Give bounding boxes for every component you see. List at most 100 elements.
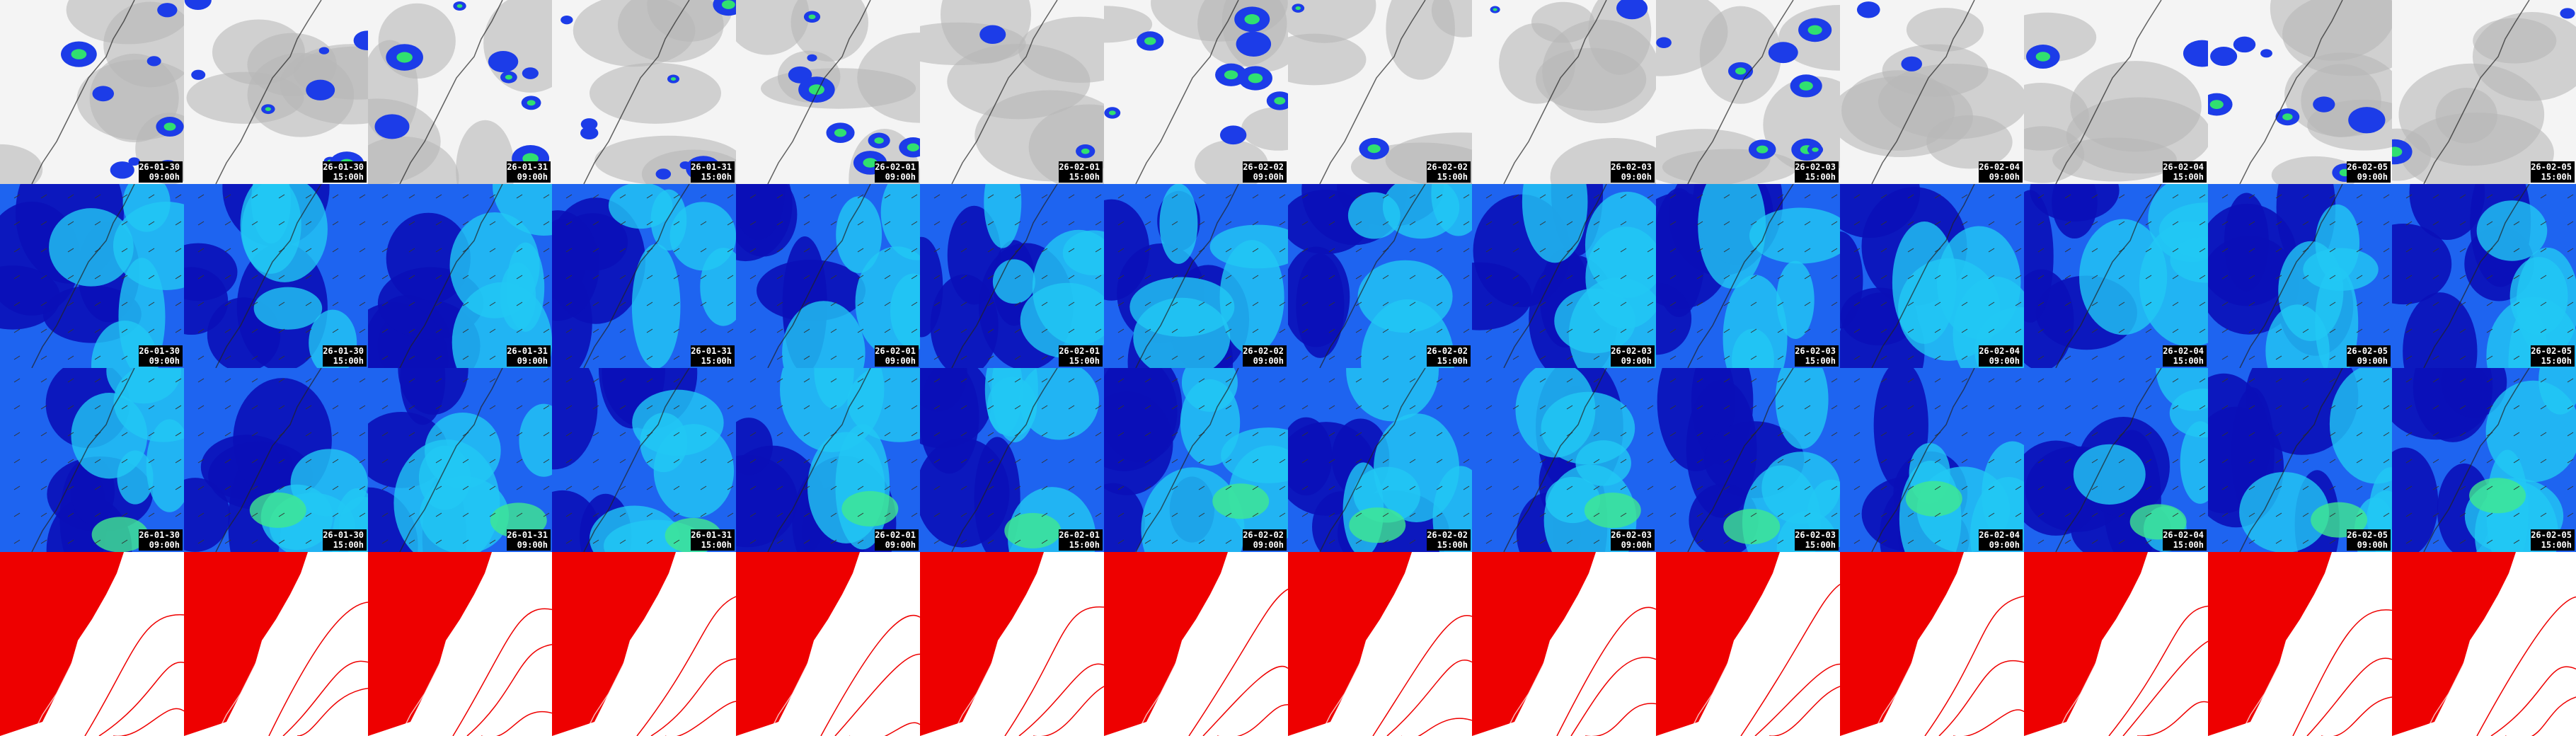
wind-barb xyxy=(94,378,101,383)
frame-time: 15:00h xyxy=(333,356,364,366)
wind-barb xyxy=(1041,275,1048,280)
frame-time: 09:00h xyxy=(149,172,180,182)
wind-barb xyxy=(1436,485,1443,490)
wind-barb xyxy=(305,459,312,464)
wind-barb xyxy=(121,194,128,199)
wind-barb xyxy=(1539,221,1546,226)
wind-barb xyxy=(830,539,837,544)
frame-date: 26-02-04 xyxy=(2163,162,2204,172)
wind-barb xyxy=(2329,355,2336,360)
wind-barb xyxy=(1647,432,1654,437)
wind-barb xyxy=(278,405,285,410)
wind-barb xyxy=(749,459,757,464)
wind-barb xyxy=(305,378,312,383)
wind-barb xyxy=(2356,405,2363,410)
wind-barb xyxy=(749,328,757,333)
wind-barb xyxy=(987,248,994,253)
wind-barb xyxy=(305,275,312,280)
wind-barb xyxy=(2275,275,2282,280)
field-low xyxy=(947,205,1001,305)
frame-date: 26-02-03 xyxy=(1795,162,1836,172)
wind-barb xyxy=(1723,248,1730,253)
wind-barb xyxy=(987,328,994,333)
frame-date: 26-02-05 xyxy=(2531,162,2572,172)
wind-barb xyxy=(2118,405,2125,410)
wind-barb xyxy=(148,221,155,226)
coastline xyxy=(767,368,871,552)
wind-barb xyxy=(1409,405,1416,410)
wind-barb xyxy=(1171,378,1178,383)
wind-barb xyxy=(2432,221,2439,226)
wind-barb xyxy=(2540,194,2547,199)
wind-barb xyxy=(1068,512,1075,517)
label-box xyxy=(2531,345,2575,367)
wind-barb xyxy=(2037,539,2045,544)
precip-core xyxy=(1248,73,1263,84)
contour xyxy=(282,660,368,736)
precip-core xyxy=(71,49,87,59)
wind-barb xyxy=(1355,485,1362,490)
wind-barb xyxy=(2091,459,2098,464)
wind-barb xyxy=(1328,328,1335,333)
wind-barb xyxy=(1696,355,1703,360)
wind-barb xyxy=(776,248,783,253)
wind-barb xyxy=(1777,512,1784,517)
wind-barb xyxy=(911,328,918,333)
wind-barb xyxy=(1988,221,1995,226)
field-low xyxy=(736,184,786,241)
field-high xyxy=(2509,257,2568,335)
wind-barb xyxy=(1041,378,1048,383)
label-box xyxy=(691,161,735,183)
wind-barb xyxy=(1831,275,1838,280)
contour xyxy=(2292,609,2392,736)
wind-barb xyxy=(2172,432,2179,437)
wind-barb xyxy=(749,539,757,544)
wind-barb xyxy=(1539,485,1546,490)
tile-body xyxy=(1656,368,1840,552)
wind-barb xyxy=(197,221,205,226)
tile-body xyxy=(1288,368,1472,552)
wind-barb xyxy=(94,275,101,280)
wind-barb xyxy=(592,301,599,306)
wind-barb xyxy=(1539,539,1546,544)
wind-barb xyxy=(884,485,891,490)
wind-barb xyxy=(2091,275,2098,280)
wind-barb xyxy=(2405,432,2413,437)
wind-barb xyxy=(305,248,312,253)
wind-barb xyxy=(1777,485,1784,490)
wind-barb xyxy=(2567,275,2574,280)
wind-barb xyxy=(305,194,312,199)
frame-date: 26-02-01 xyxy=(875,530,916,540)
wind-barb xyxy=(1723,459,1730,464)
field-high xyxy=(1133,297,1231,368)
tile-body xyxy=(2208,368,2392,552)
contour xyxy=(1217,704,1288,736)
wind-barb xyxy=(2486,459,2493,464)
wind-barb xyxy=(121,328,128,333)
tile-body xyxy=(184,0,368,184)
wind-barb xyxy=(2513,539,2520,544)
wind-barb xyxy=(960,432,967,437)
field-high xyxy=(847,368,920,442)
tile-body xyxy=(1840,552,2024,736)
wind-barb xyxy=(2329,539,2336,544)
wind-barb xyxy=(2432,512,2439,517)
wind-barb xyxy=(94,221,101,226)
wind-barb xyxy=(278,221,285,226)
wind-barb xyxy=(960,275,967,280)
wind-barb xyxy=(830,221,837,226)
wind-barb xyxy=(251,405,258,410)
field-high xyxy=(984,184,1022,248)
wind-barb xyxy=(2329,328,2336,333)
wind-barb xyxy=(884,275,891,280)
wind-barb xyxy=(1907,301,1914,306)
tile-body xyxy=(368,552,552,736)
wind-barb xyxy=(2064,539,2071,544)
contour xyxy=(820,614,920,736)
coastline xyxy=(399,368,503,552)
wind-barb xyxy=(435,328,442,333)
wind-barb xyxy=(1777,539,1784,544)
precip-core xyxy=(1108,110,1116,115)
